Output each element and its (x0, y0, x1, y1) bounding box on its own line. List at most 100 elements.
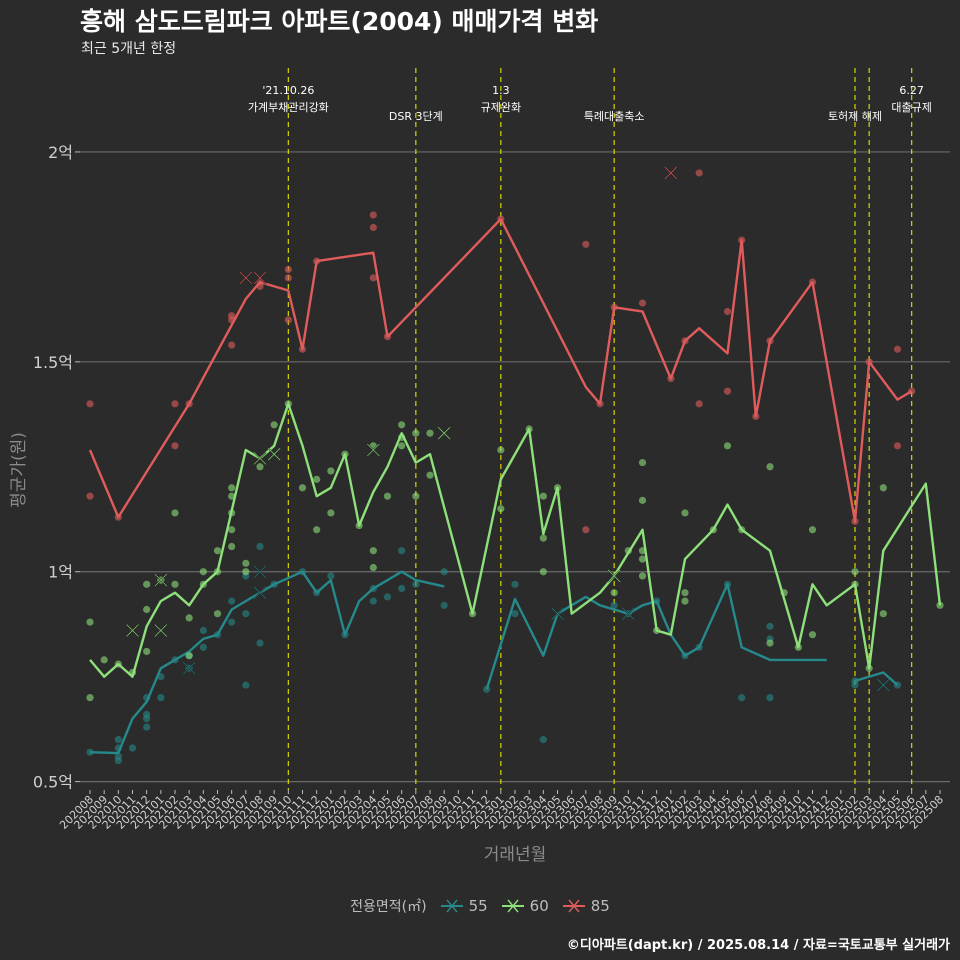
data-point-60 (723, 442, 732, 450)
data-point-60 (171, 580, 179, 588)
data-point-60 (270, 421, 278, 429)
data-point-55 (242, 610, 250, 618)
data-point-55 (143, 723, 151, 731)
data-point-55 (412, 580, 420, 588)
data-point-55 (539, 736, 547, 744)
data-point-60 (936, 601, 944, 609)
data-point-55 (766, 622, 774, 630)
cross-marker-outline-60 (267, 447, 281, 461)
data-point-60 (808, 631, 817, 639)
data-point-60 (143, 580, 151, 588)
data-point-55 (383, 593, 392, 601)
data-point-60 (213, 610, 222, 618)
data-point-55 (114, 752, 122, 761)
data-point-60 (86, 618, 94, 626)
data-point-85 (369, 211, 377, 219)
data-point-60 (638, 458, 647, 467)
data-point-60 (327, 509, 335, 517)
event-label: 6.27 대출규제 (891, 84, 931, 114)
data-point-60 (313, 475, 321, 483)
legend-title: 전용면적(㎡) (350, 899, 427, 915)
data-point-55 (199, 643, 207, 651)
data-point-60 (213, 547, 222, 555)
cross-marker-outline-55 (253, 565, 267, 579)
series-85 (86, 166, 916, 534)
data-point-60 (256, 463, 264, 471)
cross-marker-outline-60 (367, 443, 380, 457)
data-point-60 (879, 610, 887, 618)
data-point-60 (681, 597, 689, 605)
cross-marker-outline-60 (154, 624, 168, 637)
data-point-60 (539, 492, 547, 500)
data-point-60 (298, 484, 307, 492)
data-point-55 (398, 547, 406, 555)
data-point-55 (440, 568, 448, 576)
event-label: 특례대출축소 (584, 110, 645, 123)
y-axis-label: 평균가(원) (9, 432, 29, 508)
data-point-60 (808, 526, 817, 534)
series-55 (86, 542, 902, 765)
data-point-60 (143, 647, 151, 656)
series-line-55 (485, 583, 827, 690)
legend-key-60 (501, 899, 524, 913)
cross-marker-outline-60 (437, 426, 451, 440)
event-label: 1.3 규제완화 (481, 84, 521, 114)
data-point-60 (199, 568, 207, 576)
data-point-55 (610, 601, 618, 609)
data-point-60 (638, 572, 647, 580)
data-point-60 (539, 534, 547, 542)
cross-marker-outline-55 (551, 607, 564, 620)
data-point-60 (313, 526, 321, 534)
y-tick-label: 0.5억 (33, 773, 73, 792)
data-point-55 (851, 681, 859, 689)
data-point-85 (171, 442, 179, 450)
legend-label-85: 85 (590, 897, 610, 915)
data-point-60 (766, 463, 774, 471)
source-caption: ©디아파트(dapt.kr) / 2025.08.14 / 자료=국토교통부 실… (566, 938, 950, 953)
legend-item-55: 55 (439, 897, 488, 915)
data-point-60 (851, 568, 859, 576)
data-point-60 (383, 492, 392, 500)
data-point-55 (440, 601, 448, 609)
legend-item-60: 60 (500, 897, 549, 915)
data-point-55 (738, 694, 746, 702)
series-60 (86, 400, 944, 702)
series-line-55 (854, 671, 899, 686)
legend-label-60: 60 (529, 897, 549, 915)
data-point-85 (284, 265, 292, 274)
data-point-60 (766, 639, 774, 647)
data-point-55 (256, 542, 264, 551)
cross-marker-outline-55 (253, 586, 267, 599)
event-label: 토허제 해제 (828, 109, 882, 123)
x-axis-label: 거래년월 (484, 845, 547, 865)
data-point-55 (511, 610, 519, 618)
series-line-85 (88, 217, 913, 523)
cross-marker-outline-55 (622, 607, 635, 620)
data-point-60 (610, 589, 618, 597)
legend-key-55 (440, 899, 463, 913)
data-point-85 (893, 442, 902, 450)
legend-item-85: 85 (561, 897, 610, 915)
data-point-60 (86, 694, 94, 702)
cross-marker-outline-60 (154, 573, 168, 587)
data-point-85 (171, 400, 179, 408)
data-point-60 (242, 568, 250, 576)
data-point-55 (128, 744, 137, 752)
data-point-60 (143, 605, 151, 614)
data-point-85 (582, 240, 590, 248)
data-point-85 (86, 400, 94, 408)
data-point-60 (426, 471, 434, 479)
data-point-60 (638, 496, 647, 504)
data-point-60 (327, 467, 335, 475)
data-point-55 (157, 694, 165, 702)
data-point-60 (242, 559, 250, 567)
data-point-85 (86, 492, 94, 500)
data-point-60 (398, 442, 406, 450)
data-point-85 (638, 299, 647, 307)
event-label: '21.10.26 가계부채관리강화 (248, 84, 329, 114)
series-line-55 (89, 570, 445, 755)
data-point-55 (766, 694, 774, 702)
cross-marker-outline-55 (877, 678, 890, 692)
data-point-85 (582, 526, 590, 534)
